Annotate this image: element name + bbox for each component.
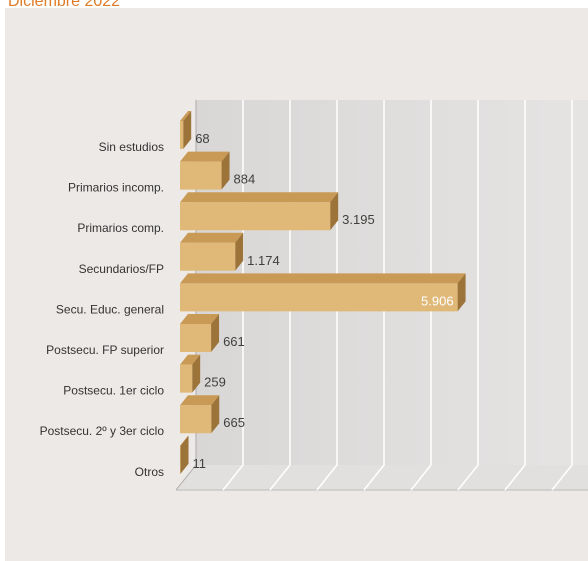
left-floor-edge (175, 464, 197, 491)
bar-face (180, 121, 184, 149)
bar-face (211, 314, 220, 352)
bar-face (457, 273, 466, 312)
bar (180, 395, 220, 434)
value-label: 5.906 (421, 293, 454, 308)
grid-line (410, 100, 432, 491)
floor (176, 465, 588, 490)
bar (180, 273, 466, 312)
bar-face (180, 111, 192, 121)
bar (180, 192, 339, 231)
bar (180, 151, 230, 190)
bar-face (180, 202, 331, 231)
bar-face (180, 192, 339, 203)
bar-face (180, 395, 220, 406)
grid-line (363, 100, 385, 491)
y-tick-label: Secundarios/FP (79, 262, 164, 276)
bar-face (180, 232, 244, 243)
bar-face (180, 405, 212, 434)
bar (180, 354, 201, 393)
grid-line (316, 100, 338, 491)
value-label: 665 (223, 415, 245, 430)
bar-face (180, 242, 236, 271)
bar-face (180, 314, 220, 324)
bar-face (330, 192, 339, 231)
bar-face (180, 151, 230, 162)
value-label: 11 (193, 456, 207, 471)
grid-line (551, 100, 573, 491)
bar-face (183, 111, 192, 149)
chart-title: Diciembre 2022 (8, 0, 120, 10)
bar (180, 232, 244, 271)
y-tick-label: Postsecu. FP superior (46, 343, 164, 357)
bar (180, 111, 192, 149)
y-tick-label: Primarios comp. (77, 221, 164, 235)
bar-face (180, 283, 458, 312)
y-tick-label: Postsecu. 2º y 3er ciclo (40, 424, 165, 438)
y-tick-label: Sin estudios (99, 140, 164, 154)
bar-face (180, 364, 193, 393)
bar-face (180, 324, 212, 352)
y-tick-label: Primarios incomp. (68, 181, 164, 195)
value-label: 68 (195, 131, 209, 146)
bar-face (180, 354, 201, 365)
bar-face (180, 273, 466, 284)
bar (180, 435, 189, 474)
grid-line (457, 100, 479, 491)
bar (180, 314, 220, 352)
bar-face (221, 151, 230, 190)
y-tick-label: Otros (135, 465, 164, 479)
grid-line (504, 100, 526, 491)
value-label: 259 (204, 375, 226, 390)
value-label: 1.174 (247, 253, 280, 268)
value-label: 884 (234, 172, 256, 187)
bar-face (235, 232, 244, 271)
bar-face (180, 161, 222, 190)
bar-face (192, 354, 201, 393)
bar-face (180, 435, 189, 446)
y-tick-label: Postsecu. 1er ciclo (63, 384, 164, 398)
bar-face (180, 435, 189, 474)
value-label: 3.195 (342, 212, 375, 227)
value-label: 661 (223, 334, 245, 349)
bar-face (180, 445, 181, 474)
y-tick-label: Secu. Educ. general (56, 302, 164, 316)
bar-face (211, 395, 220, 434)
